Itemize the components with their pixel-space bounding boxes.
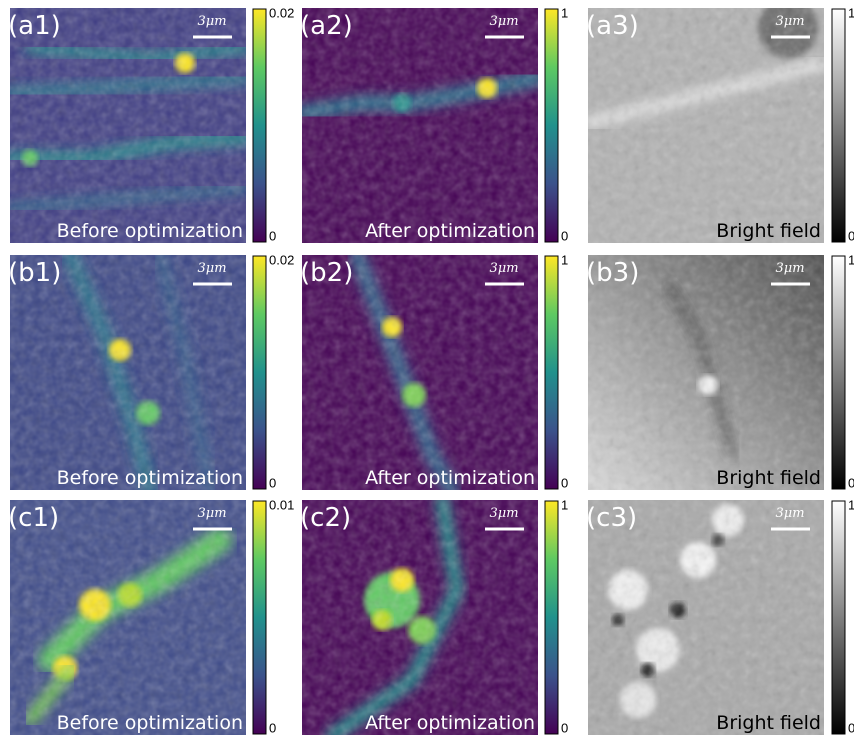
panel-label: (c1) — [8, 503, 59, 533]
noise — [302, 255, 538, 490]
image — [10, 8, 246, 243]
panel: (a1) 3μm Before optimization 0.02 0 — [8, 5, 294, 243]
noise — [588, 255, 824, 490]
colorbar-max: 1 — [561, 252, 568, 267]
panel: (b3) 3μm Bright field 1 0 — [586, 252, 854, 490]
colorbar-max: 1 — [561, 5, 568, 20]
panel-label: (b3) — [586, 258, 639, 288]
scale-bar-label: 3μm — [775, 506, 804, 521]
noise — [10, 8, 246, 243]
scale-bar-label: 3μm — [197, 506, 226, 521]
noise — [588, 8, 824, 243]
image — [302, 255, 538, 490]
image — [588, 8, 824, 243]
colorbar-min: 0 — [561, 228, 568, 243]
panel: (c3) 3μm Bright field 1 0 — [586, 497, 854, 735]
colorbar-min: 0 — [848, 720, 854, 735]
image — [302, 8, 538, 243]
colorbar — [252, 500, 267, 735]
caption: Bright field — [716, 467, 821, 489]
panel-label: (c2) — [300, 503, 351, 533]
noise — [302, 8, 538, 243]
colorbar-max: 1 — [561, 497, 568, 512]
colorbar-max: 0.01 — [269, 497, 294, 512]
panel-label: (b1) — [8, 258, 61, 288]
caption: Bright field — [716, 712, 821, 734]
panel-label: (a2) — [300, 11, 353, 41]
panel-label: (a3) — [586, 11, 639, 41]
noise — [10, 255, 246, 490]
caption: After optimization — [365, 712, 535, 734]
colorbar-min: 0 — [269, 475, 276, 490]
colorbar-max: 1 — [848, 5, 854, 20]
colorbar — [544, 500, 559, 735]
scale-bar-label: 3μm — [197, 261, 226, 276]
panel: (b2) 3μm After optimization 1 0 — [300, 252, 568, 490]
noise — [588, 500, 824, 735]
panel: (c1) 3μm Before optimization 0.01 0 — [8, 497, 294, 735]
scale-bar-label: 3μm — [775, 14, 804, 29]
colorbar — [252, 8, 267, 243]
image — [302, 500, 538, 735]
image — [10, 500, 246, 735]
colorbar-min: 0 — [269, 720, 276, 735]
caption: Before optimization — [57, 467, 243, 489]
scale-bar-label: 3μm — [489, 261, 518, 276]
colorbar-max: 1 — [848, 252, 854, 267]
panel-label: (c3) — [586, 503, 637, 533]
colorbar — [544, 8, 559, 243]
colorbar-max: 0.02 — [269, 252, 294, 267]
caption: After optimization — [365, 220, 535, 242]
scale-bar-label: 3μm — [489, 14, 518, 29]
colorbar-min: 0 — [561, 475, 568, 490]
image — [10, 255, 246, 490]
colorbar-max: 1 — [848, 497, 854, 512]
colorbar — [831, 8, 846, 243]
panel-label: (b2) — [300, 258, 353, 288]
colorbar-max: 0.02 — [269, 5, 294, 20]
image — [588, 500, 824, 735]
scale-bar-label: 3μm — [197, 14, 226, 29]
scale-bar-label: 3μm — [775, 261, 804, 276]
noise — [10, 500, 246, 735]
image — [588, 255, 824, 490]
colorbar-min: 0 — [561, 720, 568, 735]
colorbar-min: 0 — [269, 228, 276, 243]
caption: Before optimization — [57, 220, 243, 242]
panel-label: (a1) — [8, 11, 61, 41]
colorbar — [252, 255, 267, 490]
colorbar-min: 0 — [848, 475, 854, 490]
noise — [302, 500, 538, 735]
panel: (c2) 3μm After optimization 1 0 — [300, 497, 568, 735]
panel: (a2) 3μm After optimization 1 0 — [300, 5, 568, 243]
caption: After optimization — [365, 467, 535, 489]
colorbar-min: 0 — [848, 228, 854, 243]
colorbar — [831, 255, 846, 490]
caption: Before optimization — [57, 712, 243, 734]
colorbar — [544, 255, 559, 490]
panel: (a3) 3μm Bright field 1 0 — [586, 5, 854, 243]
panel: (b1) 3μm Before optimization 0.02 0 — [8, 252, 294, 490]
colorbar — [831, 500, 846, 735]
caption: Bright field — [716, 220, 821, 242]
scale-bar-label: 3μm — [489, 506, 518, 521]
